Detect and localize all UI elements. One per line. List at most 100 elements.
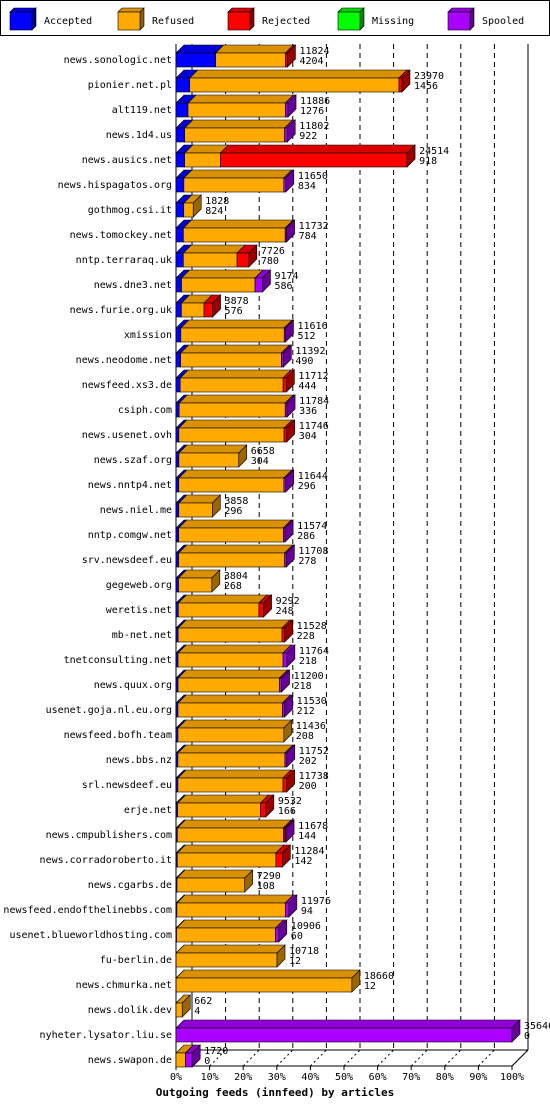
bar-nyheter-lysator-liu-se-spooled <box>175 1027 513 1043</box>
bar-top-news-cgarbs-de-refused <box>176 869 254 879</box>
legend-swatch-missing <box>337 11 361 31</box>
accepted-label-newsfeed-bofh-team: 208 <box>296 731 314 742</box>
bar-news-bbs-nz-refused <box>177 752 286 768</box>
accepted-label-fu-berlin-de: 12 <box>289 956 301 967</box>
category-label-news-cmpublishers-com: news.cmpublishers.com <box>46 830 172 841</box>
legend-swatch-refused <box>117 11 141 31</box>
legend-swatch-side-spooled <box>469 7 475 31</box>
bar-mb-net-net-rejected <box>281 627 285 643</box>
accepted-label-erje-net: 166 <box>278 806 296 817</box>
offered-label-news-cgarbs-de: 7290 <box>257 871 281 882</box>
bar-news-dolik-dev-refused <box>175 1002 183 1018</box>
category-label-tnetconsulting-net: tnetconsulting.net <box>64 655 172 666</box>
offered-label-mb-net-net: 11528 <box>297 621 327 632</box>
bar-side-mb-net-net-rejected <box>284 619 293 643</box>
bar-alt119-net-refused <box>187 102 286 118</box>
bar-side-nyheter-lysator-liu-se-spooled <box>511 1019 521 1043</box>
category-label-news-hispagatos-org: news.hispagatos.org <box>58 180 172 191</box>
legend-swatch-side-missing <box>359 7 365 31</box>
offered-label-news-dolik-dev: 662 <box>194 996 212 1007</box>
accepted-label-gothmog-csi-it: 824 <box>205 206 223 217</box>
bar-top-usenet-blueworldhosting-com-refused <box>175 919 285 929</box>
category-label-news-sonologic-net: news.sonologic.net <box>64 55 172 66</box>
bar-usenet-blueworldhosting-com-spooled <box>275 927 280 943</box>
bar-side-news-ausics-net-rejected <box>406 144 416 168</box>
bar-nntp-comgw-net-refused <box>178 527 284 543</box>
x-tick-label-60: 60% <box>369 1072 387 1083</box>
offered-label-xmission: 11616 <box>297 321 327 332</box>
category-label-news-dne3-net: news.dne3.net <box>94 280 172 291</box>
tick-depth-100 <box>511 1049 529 1067</box>
offered-label-alt119-net: 11886 <box>300 96 330 107</box>
bar-news-chmurka-net-refused <box>175 977 353 993</box>
bar-nntp-comgw-net-accepted <box>175 527 179 543</box>
bar-news-tomockey-net-refused <box>183 227 286 243</box>
category-label-weretis-net: weretis.net <box>106 605 172 616</box>
legend-swatch-top-missing <box>337 7 365 13</box>
bar-csiph-com-refused <box>178 402 286 418</box>
bar-mb-net-net-refused <box>177 627 283 643</box>
accepted-label-nntp-comgw-net: 286 <box>297 531 315 542</box>
offered-label-news-sonologic-net: 11824 <box>299 46 329 57</box>
bar-side-news-bbs-nz-spooled <box>286 744 296 768</box>
bar-erje-net-rejected <box>260 802 267 818</box>
bar-news-furie-org-uk-accepted <box>175 302 182 318</box>
accepted-label-gegeweb-org: 268 <box>224 581 242 592</box>
bar-fu-berlin-de-refused <box>175 952 278 968</box>
accepted-label-weretis-net: 248 <box>276 606 294 617</box>
bar-news-corradoroberto-it-rejected <box>275 852 283 868</box>
accepted-label-news-cgarbs-de: 108 <box>257 881 275 892</box>
bar-side-news-swapon-de-spooled <box>191 1044 201 1068</box>
accepted-label-news-niel-me: 296 <box>224 506 242 517</box>
category-label-news-neodome-net: news.neodome.net <box>76 355 172 366</box>
accepted-label-news-corradoroberto-it: 142 <box>294 856 312 867</box>
bar-top-erje-net-refused <box>176 794 270 804</box>
accepted-label-xmission: 512 <box>297 331 315 342</box>
bar-srl-newsdeef-eu-refused <box>177 777 284 793</box>
bar-xmission-refused <box>180 327 285 343</box>
bar-news-1d4-us-refused <box>184 127 285 143</box>
accepted-label-csiph-com: 336 <box>299 406 317 417</box>
legend-label-refused: Refused <box>152 16 194 27</box>
category-label-erje-net: erje.net <box>124 805 172 816</box>
accepted-label-news-neodome-net: 490 <box>295 356 313 367</box>
bar-pionier-net-pl-rejected <box>398 77 403 93</box>
bar-news-1d4-us-accepted <box>175 127 185 143</box>
accepted-label-news-1d4-us: 922 <box>299 131 317 142</box>
offered-label-gegeweb-org: 3804 <box>224 571 248 582</box>
bar-top-pionier-net-pl-refused <box>189 69 408 79</box>
category-label-nntp-terraraq-uk: nntp.terraraq.uk <box>76 255 172 266</box>
bar-side-news-sonologic-net-rejected <box>287 44 296 68</box>
offered-label-nyheter-lysator-liu-se: 35646 <box>524 1021 550 1032</box>
accepted-label-nntp-terraraq-uk: 780 <box>261 256 279 267</box>
category-label-usenet-goja-nl-eu-org: usenet.goja.nl.eu.org <box>46 705 172 716</box>
bar-top-srl-newsdeef-eu-refused <box>177 769 292 779</box>
category-label-gegeweb-org: gegeweb.org <box>106 580 172 591</box>
legend-swatch-side-accepted <box>31 7 37 31</box>
bar-weretis-net-rejected <box>258 602 264 618</box>
category-label-news-corradoroberto-it: news.corradoroberto.it <box>40 855 172 866</box>
bar-top-news-hispagatos-org-refused <box>183 169 293 179</box>
bar-usenet-goja-nl-eu-org-spooled <box>282 702 285 718</box>
offered-label-nntp-terraraq-uk: 7726 <box>261 246 285 257</box>
category-label-news-swapon-de: news.swapon.de <box>88 1055 172 1066</box>
legend-swatch-top-accepted <box>9 7 37 13</box>
bar-side-news-furie-org-uk-rejected <box>212 294 221 318</box>
legend-label-accepted: Accepted <box>44 16 92 27</box>
offered-label-nntp-comgw-net: 11574 <box>297 521 327 532</box>
bar-pionier-net-pl-refused <box>189 77 400 93</box>
x-tick-label-20: 20% <box>234 1072 252 1083</box>
bar-side-srl-newsdeef-eu-rejected <box>286 769 295 793</box>
accepted-label-news-usenet-ovh: 304 <box>299 431 317 442</box>
x-axis-label: Outgoing feeds (innfeed) by articles <box>156 1086 394 1099</box>
category-label-newsfeed-endofthelinebbs-com: newsfeed.endofthelinebbs.com <box>3 905 172 916</box>
bar-side-news-usenet-ovh-rejected <box>286 419 296 443</box>
bar-top-news-dne3-net-refused <box>180 269 264 279</box>
bar-top-tnetconsulting-net-refused <box>177 644 292 654</box>
category-label-newsfeed-bofh-team: newsfeed.bofh.team <box>64 730 172 741</box>
offered-label-usenet-goja-nl-eu-org: 11530 <box>297 696 327 707</box>
accepted-label-news-bbs-nz: 202 <box>299 756 317 767</box>
bar-news-niel-me-refused <box>178 502 213 518</box>
category-label-pionier-net-pl: pionier.net.pl <box>88 80 172 91</box>
bar-top-news-bbs-nz-refused <box>177 744 294 754</box>
